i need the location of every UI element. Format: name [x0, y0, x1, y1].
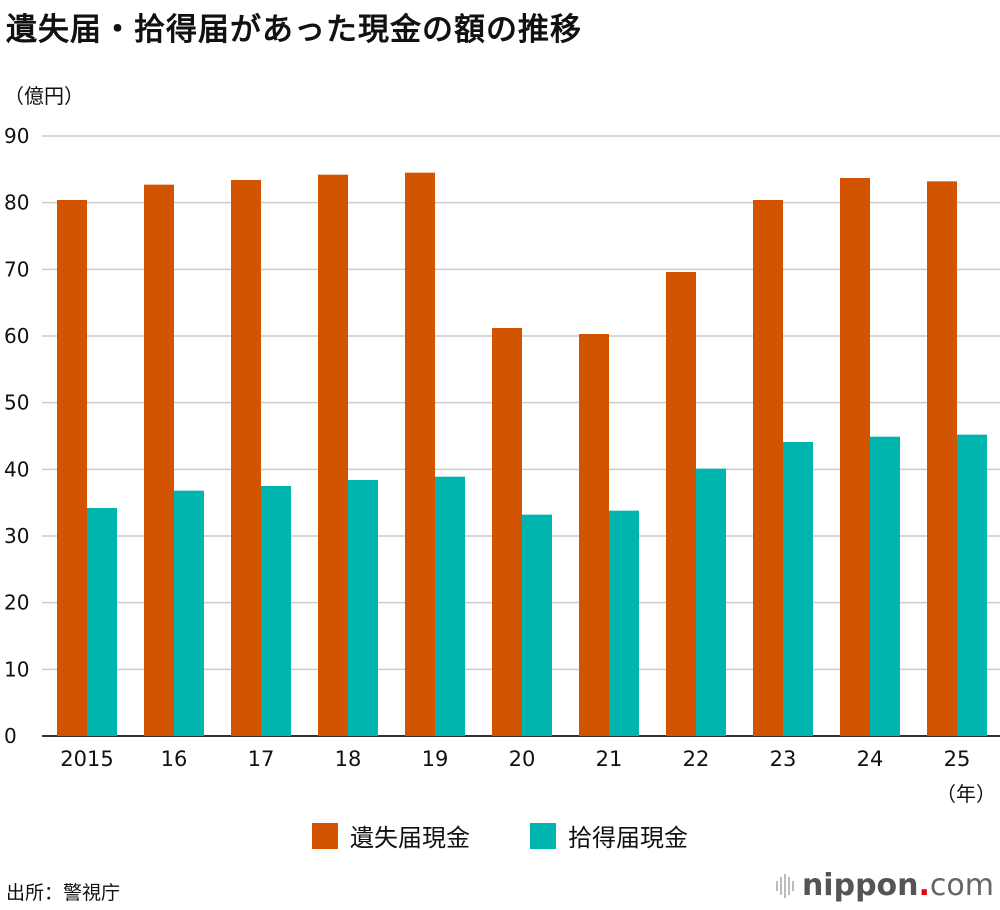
bar-found	[348, 480, 378, 736]
source-note: 出所：警視庁	[6, 882, 121, 904]
x-tick-label: 23	[770, 747, 797, 771]
y-tick-label: 70	[4, 257, 29, 281]
y-tick-label: 30	[4, 524, 29, 548]
legend-item-lost: 遺失届現金	[312, 818, 470, 853]
bar-found	[435, 476, 465, 736]
x-axis-label: （年）	[936, 782, 996, 806]
x-tick-label: 22	[683, 747, 710, 771]
y-tick-label: 50	[4, 391, 29, 415]
bar-found	[522, 514, 552, 736]
x-tick-label: 18	[335, 747, 362, 771]
bar-lost	[57, 200, 87, 736]
bar-lost	[492, 328, 522, 736]
bar-found	[783, 442, 813, 736]
y-tick-label: 60	[4, 324, 29, 348]
bar-found	[957, 434, 987, 736]
legend-label: 拾得届現金	[568, 824, 688, 852]
logo-mark-icon	[775, 873, 794, 898]
bar-found	[87, 508, 117, 736]
bar-found	[609, 510, 639, 736]
y-tick-label: 0	[4, 724, 17, 748]
bar-lost	[231, 180, 261, 736]
y-axis-label: （億円）	[4, 84, 84, 108]
x-tick-label: 16	[161, 747, 188, 771]
x-tick-label: 2015	[60, 747, 113, 771]
y-tick-label: 90	[4, 124, 29, 148]
bar-lost	[927, 181, 957, 737]
bar-lost	[840, 178, 870, 736]
y-tick-label: 80	[4, 191, 29, 215]
x-tick-label: 25	[944, 747, 971, 771]
legend-swatch	[312, 822, 338, 849]
bar-lost	[405, 172, 435, 736]
nippon-logo: nippon.com	[775, 868, 994, 903]
x-tick-label: 21	[596, 747, 623, 771]
x-tick-label: 17	[248, 747, 275, 771]
x-tick-label: 24	[857, 747, 884, 771]
x-tick-label: 20	[509, 747, 536, 771]
legend-label: 遺失届現金	[350, 824, 470, 852]
bar-lost	[753, 200, 783, 736]
bar-lost	[666, 272, 696, 736]
legend: 遺失届現金 拾得届現金	[0, 818, 1000, 853]
bar-found	[696, 468, 726, 736]
y-tick-label: 40	[4, 457, 29, 481]
bar-lost	[579, 334, 609, 736]
legend-item-found: 拾得届現金	[530, 818, 688, 853]
x-tick-label: 19	[422, 747, 449, 771]
bar-lost	[144, 184, 174, 736]
bar-found	[174, 490, 204, 736]
bar-chart: 0 10 20 30 40 50 60 70 80 90 2015 16 17 18 19 20 21 22 23 2…	[4, 124, 1000, 806]
bar-found	[261, 486, 291, 736]
legend-swatch	[530, 822, 556, 849]
chart-title: 遺失届・拾得届があった現金の額の推移	[6, 12, 582, 48]
y-tick-label: 20	[4, 591, 29, 615]
bar-found	[870, 436, 900, 736]
bar-lost	[318, 174, 348, 736]
y-tick-label: 10	[4, 657, 29, 681]
